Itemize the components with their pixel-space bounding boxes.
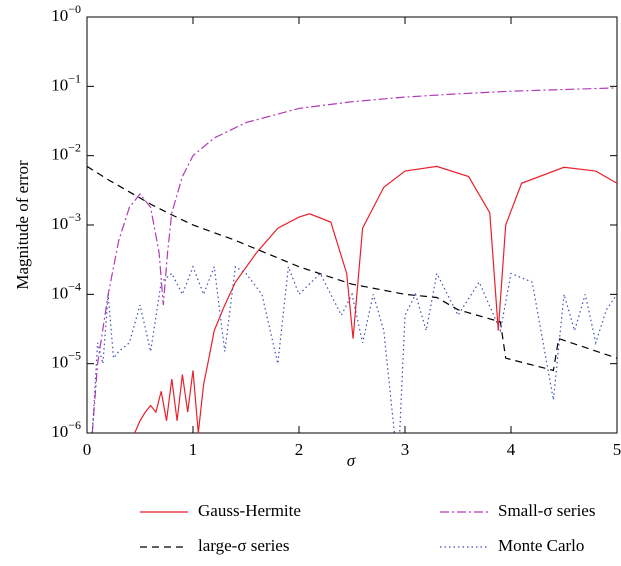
y-tick-label: 10−2 [51,140,81,163]
x-axis-label: σ [347,451,356,470]
series-line [91,87,617,433]
y-tick-label: 10−0 [51,2,81,25]
y-tick-label: 10−5 [51,348,81,371]
legend-label: Gauss-Hermite [198,501,301,520]
legend-label: Small-σ series [498,501,595,520]
series-line [134,165,617,433]
y-tick-label: 10−1 [51,71,81,94]
x-tick-label: 2 [295,440,304,459]
legend-label: Monte Carlo [498,536,584,555]
y-tick-label: 10−4 [51,279,81,302]
series-line [91,265,617,433]
x-tick-label: 0 [83,440,92,459]
plot-frame [86,16,618,434]
x-tick-label: 3 [401,440,410,459]
y-axis-label: Magnitude of error [13,160,32,290]
legend-label: large-σ series [198,536,289,555]
x-tick-label: 4 [507,440,516,459]
y-tick-label: 10−3 [51,210,81,233]
y-tick-label: 10−6 [51,418,81,441]
x-tick-label: 5 [613,440,621,459]
series-layer [87,87,617,433]
series-line [87,165,617,372]
x-tick-label: 1 [189,440,198,459]
